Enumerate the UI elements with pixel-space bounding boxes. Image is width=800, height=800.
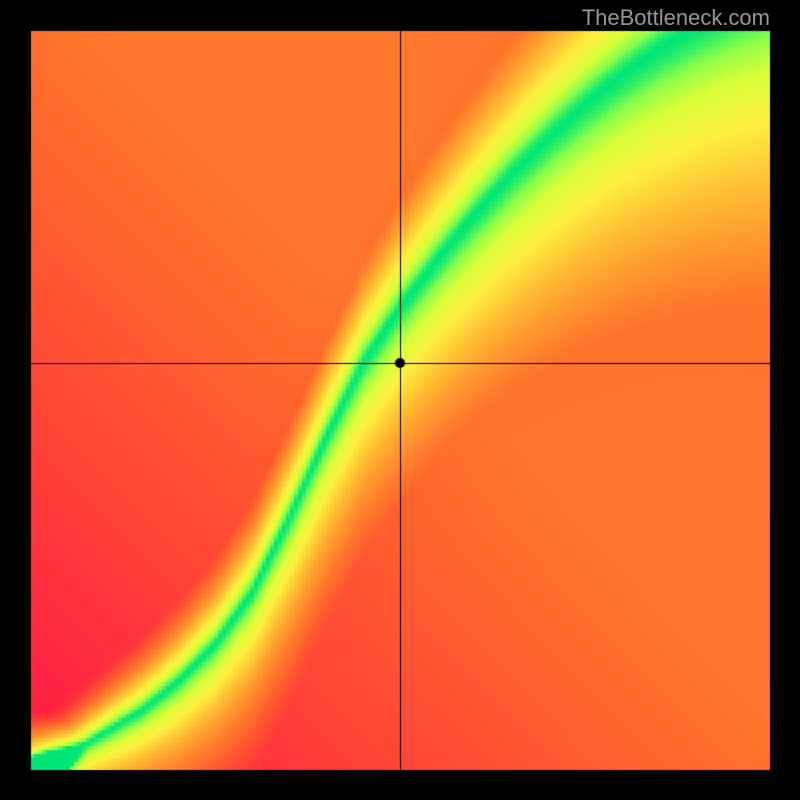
watermark-text: TheBottleneck.com [582,5,770,31]
chart-container: TheBottleneck.com [0,0,800,800]
bottleneck-heatmap [0,0,800,800]
